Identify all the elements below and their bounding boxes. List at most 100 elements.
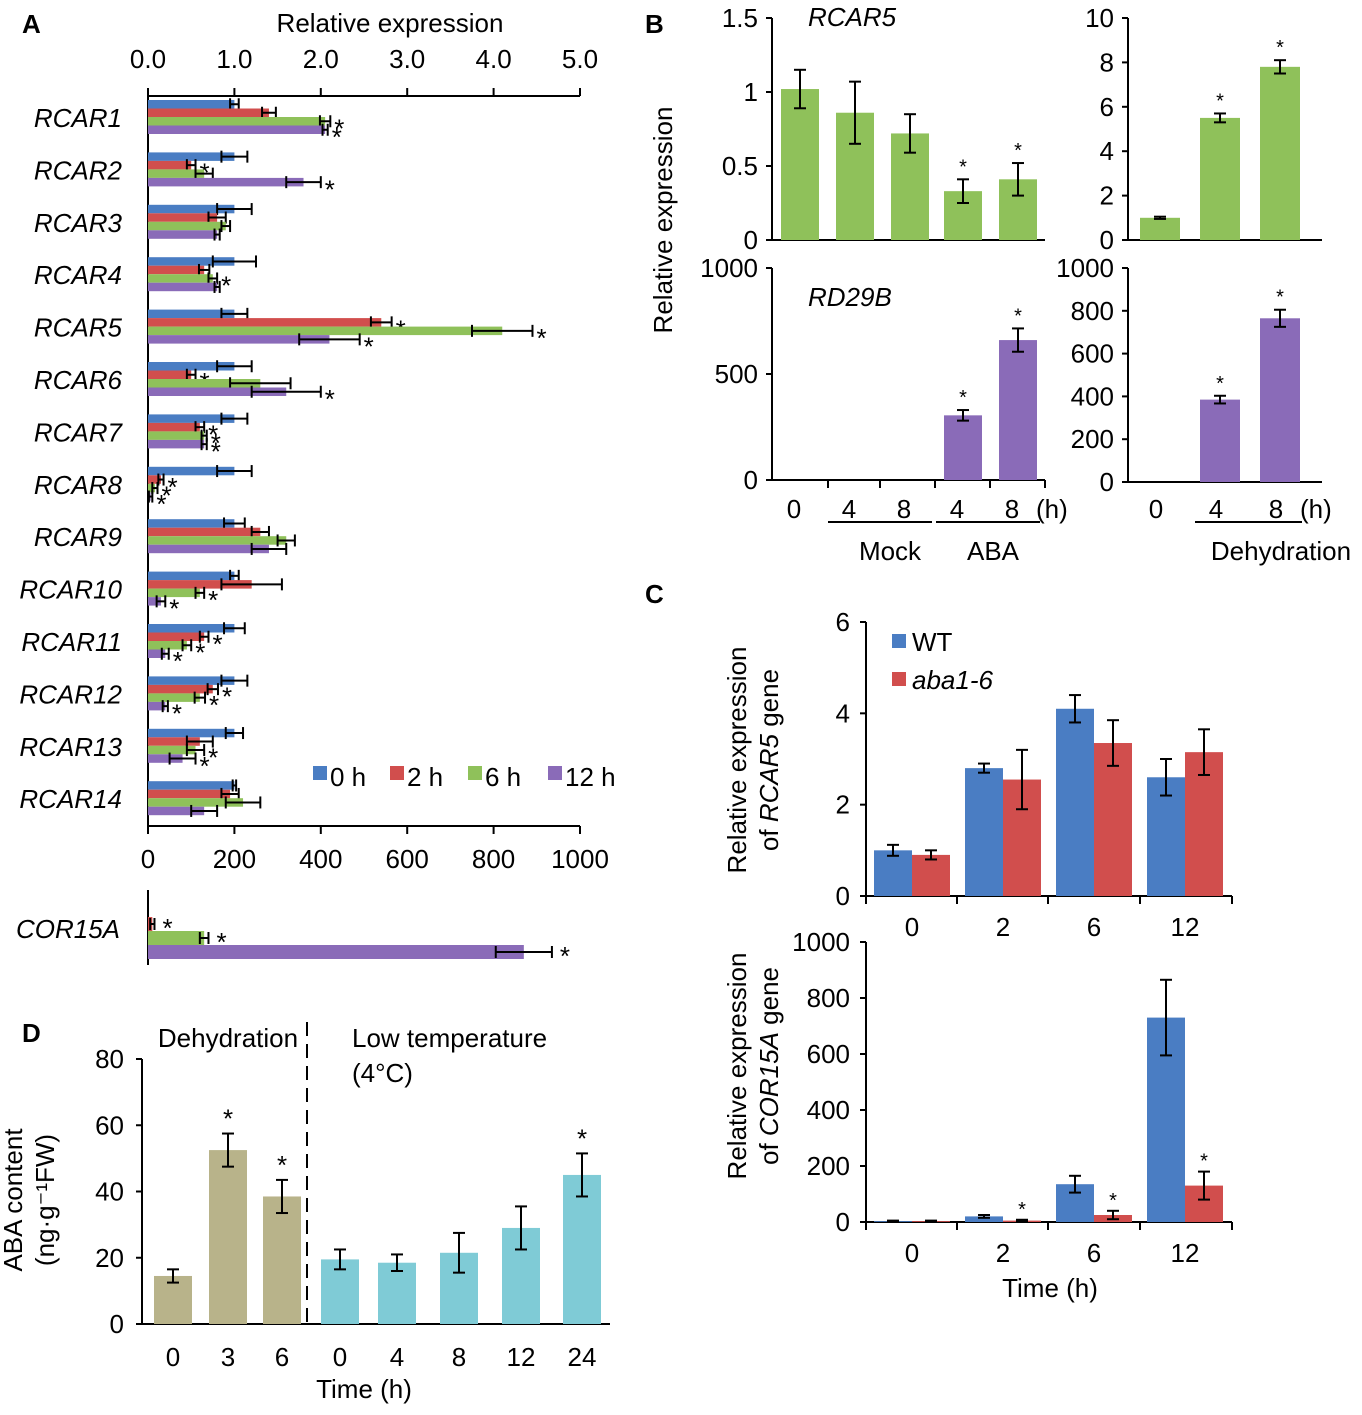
c-cor15a-aba-sig-1: *: [1018, 1199, 1026, 1221]
b-group-dehydration: Dehydration: [1211, 536, 1351, 566]
b-rcar5-aba-sig-3: *: [959, 156, 967, 178]
gene-label-rcar4: RCAR4: [34, 260, 122, 290]
c-cor15a-ylabel-line2: of COR15A gene: [754, 967, 784, 1165]
a-cor15a-bar-1: [148, 931, 205, 945]
a-bottom-tick-label: 200: [213, 844, 256, 874]
d-dehy-xtick-label: 6: [275, 1342, 289, 1372]
a-sig-rcar1-s3: *: [332, 122, 342, 152]
a-bar-rcar13-s3: [148, 754, 183, 763]
gene-label-rcar8: RCAR8: [34, 470, 123, 500]
c-cor15a-aba-sig-3: *: [1200, 1151, 1208, 1173]
c-xlabel: Time (h): [1002, 1273, 1098, 1303]
a-bar-rcar6-s0: [148, 362, 235, 371]
legend-label-12h: 12 h: [565, 762, 616, 792]
a-bar-rcar7-s3: [148, 439, 205, 449]
d-ytick-label: 80: [95, 1044, 124, 1074]
gene-label-rcar7: RCAR7: [34, 417, 124, 447]
a-sig-rcar13-s3: *: [200, 751, 210, 781]
a-sig-rcar8-s2: *: [162, 480, 172, 510]
gene-label-rcar14: RCAR14: [19, 784, 122, 814]
b-rd29b-dehy-ytick-label: 0: [1100, 467, 1114, 497]
b-rd29b-dehy-bar-1: [1200, 399, 1240, 482]
c-rcar5-aba-bar-3: [1185, 752, 1223, 896]
panel-label-b: B: [645, 9, 664, 39]
a-sig-rcar8-s3: *: [156, 489, 166, 519]
panel-label-a: A: [22, 9, 41, 39]
panel-c-chart: Relative expression of RCAR5 gene Relati…: [722, 607, 1233, 1303]
panel-a-chart: Relative expression 0.0 1.0 2.0 3.0 4.0 5.0 0…: [16, 8, 616, 971]
a-top-tick-label: 5.0: [562, 44, 598, 74]
c-cor15a-xtick-label: 0: [905, 1238, 919, 1268]
b-rd29b-dehy-bar-2: [1260, 318, 1300, 482]
gene-label-rcar12: RCAR12: [19, 679, 122, 709]
c-cor15a-ytick-label: 1000: [792, 927, 850, 957]
b-rcar5-aba-ytick-label: 0.5: [722, 151, 758, 181]
a-bottom-tick-label: 800: [472, 844, 515, 874]
b-aba-xtick: 4: [950, 494, 964, 524]
a-bar-rcar13-s2: [148, 745, 196, 755]
a-sig-rcar5-s2: *: [536, 323, 546, 353]
b-rcar5-aba-ytick-label: 0: [744, 225, 758, 255]
b-rd29b-dehy-ytick-label: 200: [1071, 424, 1114, 454]
c-rcar5-ylabel: Relative expression of RCAR5 gene: [722, 647, 784, 874]
a-bar-rcar5-s0: [148, 309, 235, 319]
b-rcar5-dehy-bar-0: [1140, 217, 1180, 240]
a-top-tick-label: 1.0: [216, 44, 252, 74]
a-bar-rcar1-s2: [148, 117, 326, 126]
a-sig-rcar11-s3: *: [173, 646, 183, 676]
c-rcar5-xtick-label: 12: [1171, 912, 1200, 942]
d-dehy-sig-2: *: [277, 1150, 287, 1180]
b-rd29b-aba-ytick-label: 500: [715, 359, 758, 389]
a-bar-rcar10-s1: [148, 580, 252, 589]
a-bottom-tick-label: 400: [299, 844, 342, 874]
d-ylabel-line2: (ng·g⁻¹FW): [30, 1134, 60, 1266]
b-aba-xtick: 8: [1005, 494, 1019, 524]
c-rcar5-ytick-label: 2: [836, 790, 850, 820]
b-rd29b-aba-sig-4: *: [1014, 305, 1022, 327]
c-cor15a-ylabel: Relative expression of COR15A gene: [722, 953, 784, 1180]
b-rd29b-dehy-sig-1: *: [1216, 373, 1224, 395]
c-cor15a-ytick-label: 400: [807, 1095, 850, 1125]
a-bar-rcar6-s1: [148, 370, 192, 379]
a-sig-rcar2-s1: *: [200, 157, 210, 187]
a-bar-rcar14-s3: [148, 806, 205, 816]
gene-label-rcar6: RCAR6: [34, 365, 123, 395]
b-rcar5-dehy-ytick-label: 2: [1100, 181, 1114, 211]
a-sig-rcar7-s3: *: [211, 436, 221, 466]
a-bar-rcar11-s2: [148, 641, 187, 650]
a-bar-rcar3-s1: [148, 213, 218, 222]
d-dehy-bar-0: [154, 1275, 192, 1324]
d-ytick-label: 0: [110, 1309, 124, 1339]
a-top-tick-label: 3.0: [389, 44, 425, 74]
a-top-tick-label: 4.0: [476, 44, 512, 74]
c-rcar5-wt-bar-3: [1147, 777, 1185, 896]
a-sig-rcar11-s2: *: [195, 638, 205, 668]
a-sig-rcar11-s1: *: [212, 629, 222, 659]
b-rcar5-dehy-ytick-label: 10: [1085, 3, 1114, 33]
legend-label-2h: 2 h: [407, 762, 443, 792]
b-rd29b-aba-bar-4: [999, 340, 1037, 480]
gene-label-rcar2: RCAR2: [34, 155, 123, 185]
b-unit-aba: (h): [1036, 494, 1068, 524]
a-cor15a-bar-2: [148, 945, 524, 959]
d-ytick-label: 60: [95, 1110, 124, 1140]
b-gene-rcar5: RCAR5: [808, 2, 897, 32]
d-lowtemp-bar-1: [378, 1262, 416, 1324]
a-bar-rcar3-s2: [148, 221, 226, 231]
c-cor15a-aba-sig-2: *: [1109, 1190, 1117, 1212]
b-group-mock: Mock: [859, 536, 922, 566]
a-bar-rcar12-s0: [148, 676, 235, 685]
a-bar-rcar4-s1: [148, 265, 205, 275]
a-bar-rcar4-s2: [148, 274, 213, 283]
b-aba-xtick: 8: [897, 494, 911, 524]
gene-label-rcar9: RCAR9: [34, 522, 122, 552]
b-rd29b-aba-sig-3: *: [959, 387, 967, 409]
c-cor15a-xtick-label: 6: [1087, 1238, 1101, 1268]
a-bar-rcar14-s0: [148, 781, 235, 790]
a-bar-rcar1-s3: [148, 125, 326, 134]
a-bar-rcar9-s1: [148, 527, 261, 537]
a-bar-rcar9-s2: [148, 536, 287, 545]
gene-label-rcar11: RCAR11: [21, 627, 122, 657]
b-rcar5-dehy-ytick-label: 6: [1100, 92, 1114, 122]
a-bar-rcar2-s2: [148, 169, 205, 178]
